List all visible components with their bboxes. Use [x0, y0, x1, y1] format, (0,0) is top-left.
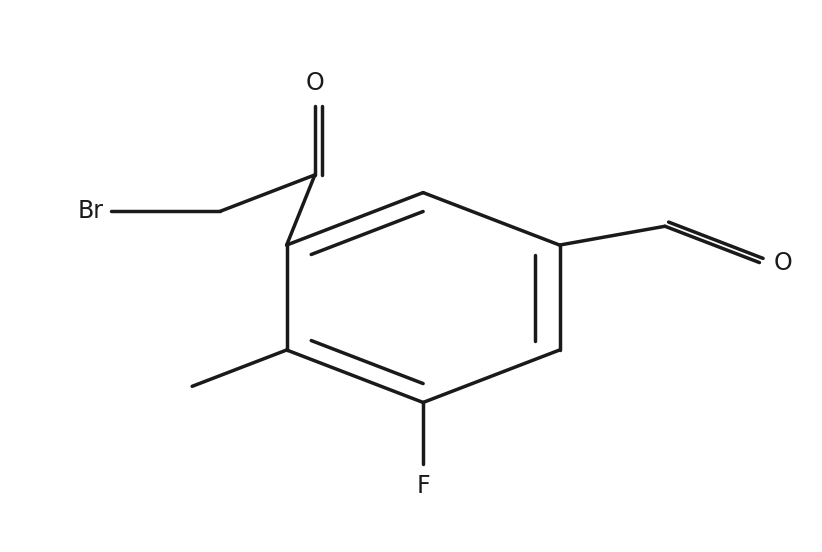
Text: F: F [416, 474, 430, 498]
Text: O: O [774, 251, 792, 274]
Text: Br: Br [77, 199, 104, 223]
Text: O: O [306, 71, 324, 95]
